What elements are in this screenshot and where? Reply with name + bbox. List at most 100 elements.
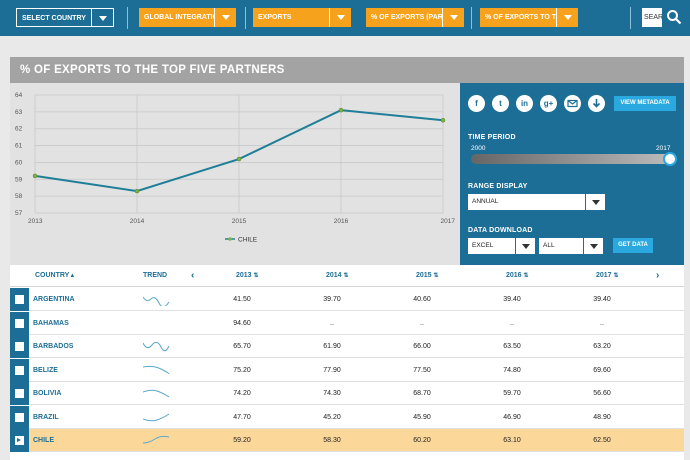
- value-cell: 59.20: [233, 437, 251, 444]
- table-row[interactable]: BRAZIL 47.70 45.20 45.90 46.90 48.90: [10, 405, 684, 429]
- value-cell: 39.40: [593, 296, 611, 303]
- year-header-label: 2017: [596, 272, 612, 279]
- value-cell: 74.30: [323, 390, 341, 397]
- twitter-icon[interactable]: t: [492, 95, 509, 112]
- row-select-cell: [10, 311, 29, 335]
- value-cell: 60.20: [413, 437, 431, 444]
- chevron-down-icon: [556, 8, 578, 27]
- year-header-2017[interactable]: 2017 ⇅: [596, 265, 619, 287]
- search-input[interactable]: SEARCH: [642, 8, 662, 27]
- country-name[interactable]: BOLIVIA: [33, 390, 62, 397]
- category-dropdown[interactable]: EXPORTS: [253, 8, 351, 27]
- value-cell: 74.20: [233, 390, 251, 397]
- y-tick-label: 61: [15, 143, 23, 150]
- year-header-2013[interactable]: 2013 ⇅: [236, 265, 259, 287]
- year-header-2015[interactable]: 2015 ⇅: [416, 265, 439, 287]
- value-cell: ..: [510, 319, 514, 327]
- country-name[interactable]: BRAZIL: [33, 413, 59, 421]
- trend-sparkline: [143, 365, 170, 374]
- chevron-right-icon[interactable]: ›: [656, 270, 660, 281]
- row-select-cell: [10, 429, 29, 452]
- value-cell: 46.90: [503, 413, 521, 421]
- trend-sparkline: [143, 435, 170, 444]
- facebook-icon[interactable]: f: [468, 95, 485, 112]
- view-metadata-button[interactable]: VIEW METADATA: [614, 96, 676, 111]
- format-dropdown[interactable]: EXCEL: [468, 238, 535, 254]
- row-select-cell: [10, 405, 29, 429]
- value-cell: 56.60: [593, 390, 611, 397]
- chevron-down-icon: [583, 238, 603, 254]
- year-header-label: 2015: [416, 272, 432, 279]
- slider-handle[interactable]: [663, 152, 677, 166]
- value-cell: 77.50: [413, 366, 431, 374]
- value-cell: 41.50: [233, 296, 251, 303]
- country-name[interactable]: BARBADOS: [33, 343, 74, 350]
- table-row[interactable]: ARGENTINA 41.50 39.70 40.60 39.40 39.40: [10, 288, 684, 311]
- chevron-down-icon: [515, 238, 535, 254]
- legend-marker: [228, 237, 232, 241]
- year-header-2014[interactable]: 2014 ⇅: [326, 265, 349, 287]
- indicator-panel: % OF EXPORTS TO THE TOP FIVE PARTNERS 64…: [10, 57, 684, 460]
- table-row[interactable]: CHILE 59.20 58.30 60.20 63.10 62.50: [10, 429, 684, 452]
- y-tick-label: 59: [15, 176, 23, 183]
- value-cell: 63.50: [503, 343, 521, 350]
- value-cell: 66.00: [413, 343, 431, 350]
- time-period-slider[interactable]: [471, 154, 671, 164]
- download-icon[interactable]: [588, 95, 605, 112]
- legend-label: CHILE: [238, 237, 258, 244]
- data-point: [134, 188, 140, 194]
- value-cell: 63.20: [593, 343, 611, 350]
- value-cell: 47.70: [233, 413, 251, 421]
- email-icon[interactable]: [564, 95, 581, 112]
- row-checkbox[interactable]: [15, 342, 24, 351]
- value-cell: 65.70: [233, 343, 251, 350]
- row-select-cell: [10, 335, 29, 358]
- year-header-2016[interactable]: 2016 ⇅: [506, 265, 529, 287]
- country-name[interactable]: BELIZE: [33, 366, 58, 374]
- range-display-label: RANGE DISPLAY: [468, 183, 528, 190]
- trend-sparkline: [143, 341, 170, 352]
- googleplus-icon[interactable]: g+: [540, 95, 557, 112]
- search-icon[interactable]: [666, 9, 682, 25]
- chevron-down-icon: [329, 8, 351, 27]
- country-column-header[interactable]: COUNTRY▲: [35, 265, 75, 287]
- theme-dropdown[interactable]: GLOBAL INTEGRATION: [139, 8, 236, 27]
- row-checkbox[interactable]: [15, 295, 24, 304]
- table-row[interactable]: BAHAMAS 94.60........: [10, 311, 684, 335]
- chevron-left-icon[interactable]: ‹: [191, 270, 195, 281]
- scope-dropdown[interactable]: ALL: [539, 238, 603, 254]
- value-cell: 39.70: [323, 296, 341, 303]
- x-tick-label: 2014: [130, 218, 145, 225]
- range-display-dropdown[interactable]: ANNUAL: [468, 194, 605, 210]
- linkedin-icon[interactable]: in: [516, 95, 533, 112]
- get-data-button[interactable]: GET DATA: [613, 238, 653, 253]
- row-select-cell: [10, 358, 29, 382]
- value-cell: ..: [330, 319, 334, 327]
- value-cell: 45.20: [323, 413, 341, 421]
- row-select-cell: [10, 288, 29, 311]
- country-select-dropdown[interactable]: SELECT COUNTRY: [16, 8, 114, 27]
- country-name[interactable]: ARGENTINA: [33, 296, 75, 303]
- top-bar: SELECT COUNTRY GLOBAL INTEGRATION EXPORT…: [0, 0, 690, 36]
- row-checkbox[interactable]: [15, 318, 24, 328]
- data-point: [236, 156, 242, 162]
- chevron-down-icon: [585, 194, 605, 210]
- time-start-label: 2000: [471, 145, 486, 152]
- year-header-label: 2016: [506, 272, 522, 279]
- row-checkbox[interactable]: [15, 436, 24, 445]
- value-cell: 58.30: [323, 437, 341, 444]
- table-row[interactable]: BELIZE 75.20 77.90 77.50 74.80 69.60: [10, 358, 684, 382]
- subcategory-dropdown[interactable]: % OF EXPORTS (PART...: [366, 8, 464, 27]
- country-name[interactable]: BAHAMAS: [33, 319, 69, 327]
- range-display-value: ANNUAL: [472, 198, 499, 205]
- row-checkbox[interactable]: [15, 389, 24, 398]
- value-cell: 69.60: [593, 366, 611, 374]
- country-name[interactable]: CHILE: [33, 437, 54, 444]
- indicator-dropdown[interactable]: % OF EXPORTS TO THE ...: [480, 8, 578, 27]
- year-header-label: 2014: [326, 272, 342, 279]
- table-row[interactable]: BOLIVIA 74.20 74.30 68.70 59.70 56.60: [10, 382, 684, 405]
- row-checkbox[interactable]: [15, 412, 24, 422]
- table-row[interactable]: BARBADOS 65.70 61.90 66.00 63.50 63.20: [10, 335, 684, 358]
- value-cell: 48.90: [593, 413, 611, 421]
- row-checkbox[interactable]: [15, 365, 24, 375]
